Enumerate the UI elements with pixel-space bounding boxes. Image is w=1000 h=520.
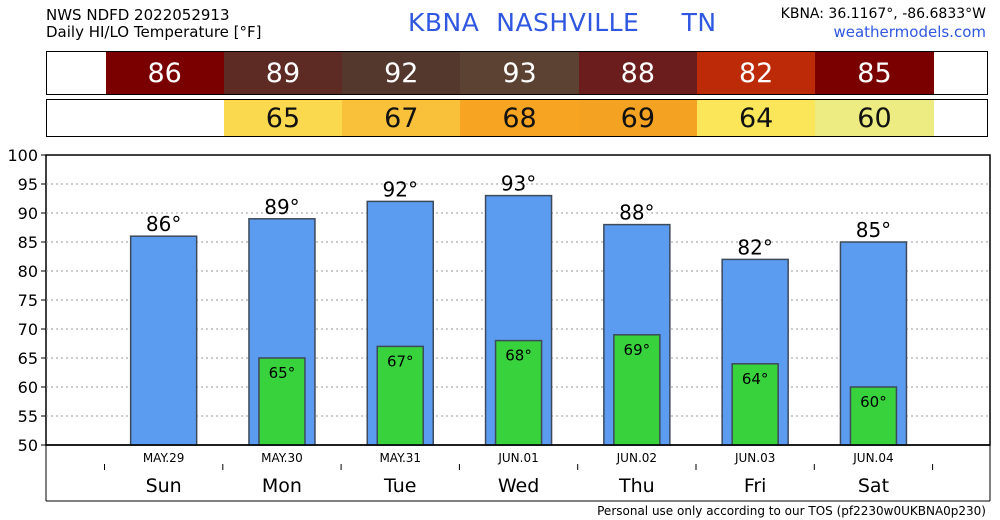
- y-tick-label: 75: [18, 291, 38, 310]
- y-tick-label: 85: [18, 233, 38, 252]
- low-temp-bar: [613, 334, 661, 446]
- lo-cell: 64: [697, 100, 816, 136]
- y-tick-label: 60: [18, 378, 38, 397]
- date-label: JUN.04: [852, 451, 893, 465]
- day-label: Thu: [618, 475, 655, 497]
- station-coordinates: KBNA: 36.1167°, -86.6833°W: [780, 6, 986, 22]
- model-run-title: NWS NDFD 2022052913: [46, 6, 230, 24]
- high-temp-bar: [366, 200, 434, 446]
- hi-cell: 93: [460, 52, 579, 94]
- y-tick-label: 65: [18, 349, 38, 368]
- day-label: Tue: [383, 475, 416, 497]
- hi-cell: 85: [815, 52, 934, 94]
- low-temp-label: 65°: [269, 364, 296, 382]
- hi-cell: 89: [223, 52, 343, 94]
- day-label: Fri: [744, 475, 767, 497]
- high-temp-bar: [248, 218, 316, 446]
- lo-cell: 67: [342, 100, 461, 136]
- high-temp-label: 82°: [737, 235, 772, 259]
- plot-area: [45, 154, 991, 446]
- day-label: Sun: [146, 475, 182, 497]
- high-temperature-strip: 86 89 92 93 88 82 85: [46, 51, 988, 95]
- high-temp-bar: [484, 194, 553, 446]
- y-tick-label: 80: [18, 262, 38, 281]
- date-label: MAY.30: [261, 451, 303, 465]
- lo-cell: 60: [815, 100, 934, 136]
- low-temp-bar: [494, 339, 543, 446]
- date-label: JUN.02: [616, 451, 657, 465]
- low-temp-bar: [376, 345, 424, 446]
- high-temp-label: 92°: [383, 177, 418, 201]
- product-title: Daily HI/LO Temperature [°F]: [46, 23, 262, 41]
- high-temp-bar: [839, 241, 908, 446]
- y-tick-label: 55: [18, 407, 38, 426]
- y-tick-label: 70: [18, 320, 38, 339]
- low-temp-bar: [258, 357, 306, 446]
- high-temp-label: 89°: [264, 195, 299, 219]
- low-temperature-strip: 65 67 68 69 64 60: [46, 99, 988, 137]
- y-tick-label: 95: [18, 175, 38, 194]
- low-temp-label: 68°: [505, 347, 532, 365]
- date-label: MAY.31: [379, 451, 421, 465]
- high-temp-label: 85°: [856, 218, 891, 242]
- date-label: JUN.03: [734, 451, 775, 465]
- station-name: KBNA NASHVILLE TN: [408, 8, 717, 37]
- hi-cell: 86: [105, 52, 224, 94]
- day-label: Mon: [262, 475, 302, 497]
- low-temp-label: 60°: [860, 393, 887, 411]
- lo-cell: 69: [578, 100, 697, 136]
- low-temp-bar: [731, 363, 779, 446]
- date-label: MAY.29: [143, 451, 185, 465]
- high-temp-bar: [129, 235, 198, 446]
- day-label: Sat: [858, 475, 889, 497]
- lo-cell: [105, 100, 224, 136]
- terms-footer: Personal use only according to our TOS (…: [597, 504, 986, 518]
- site-link[interactable]: weathermodels.com: [833, 23, 986, 41]
- hi-cell: 92: [342, 52, 461, 94]
- y-tick-label: 100: [7, 146, 38, 165]
- high-temp-bar: [721, 258, 789, 446]
- hi-cell: 88: [578, 52, 697, 94]
- date-label: JUN.01: [497, 451, 538, 465]
- lo-cell: 65: [223, 100, 343, 136]
- high-temp-label: 93°: [501, 172, 536, 196]
- high-temp-bar: [603, 223, 671, 446]
- day-label: Wed: [498, 475, 539, 497]
- high-temp-label: 86°: [146, 212, 181, 236]
- low-temp-label: 64°: [742, 370, 769, 388]
- hi-cell: 82: [697, 52, 816, 94]
- y-tick-label: 50: [18, 436, 38, 455]
- lo-cell: 68: [460, 100, 579, 136]
- high-temp-label: 88°: [619, 201, 654, 225]
- low-temp-label: 69°: [624, 341, 651, 359]
- low-temp-label: 67°: [387, 352, 414, 370]
- low-temp-bar: [849, 386, 898, 446]
- y-tick-label: 90: [18, 204, 38, 223]
